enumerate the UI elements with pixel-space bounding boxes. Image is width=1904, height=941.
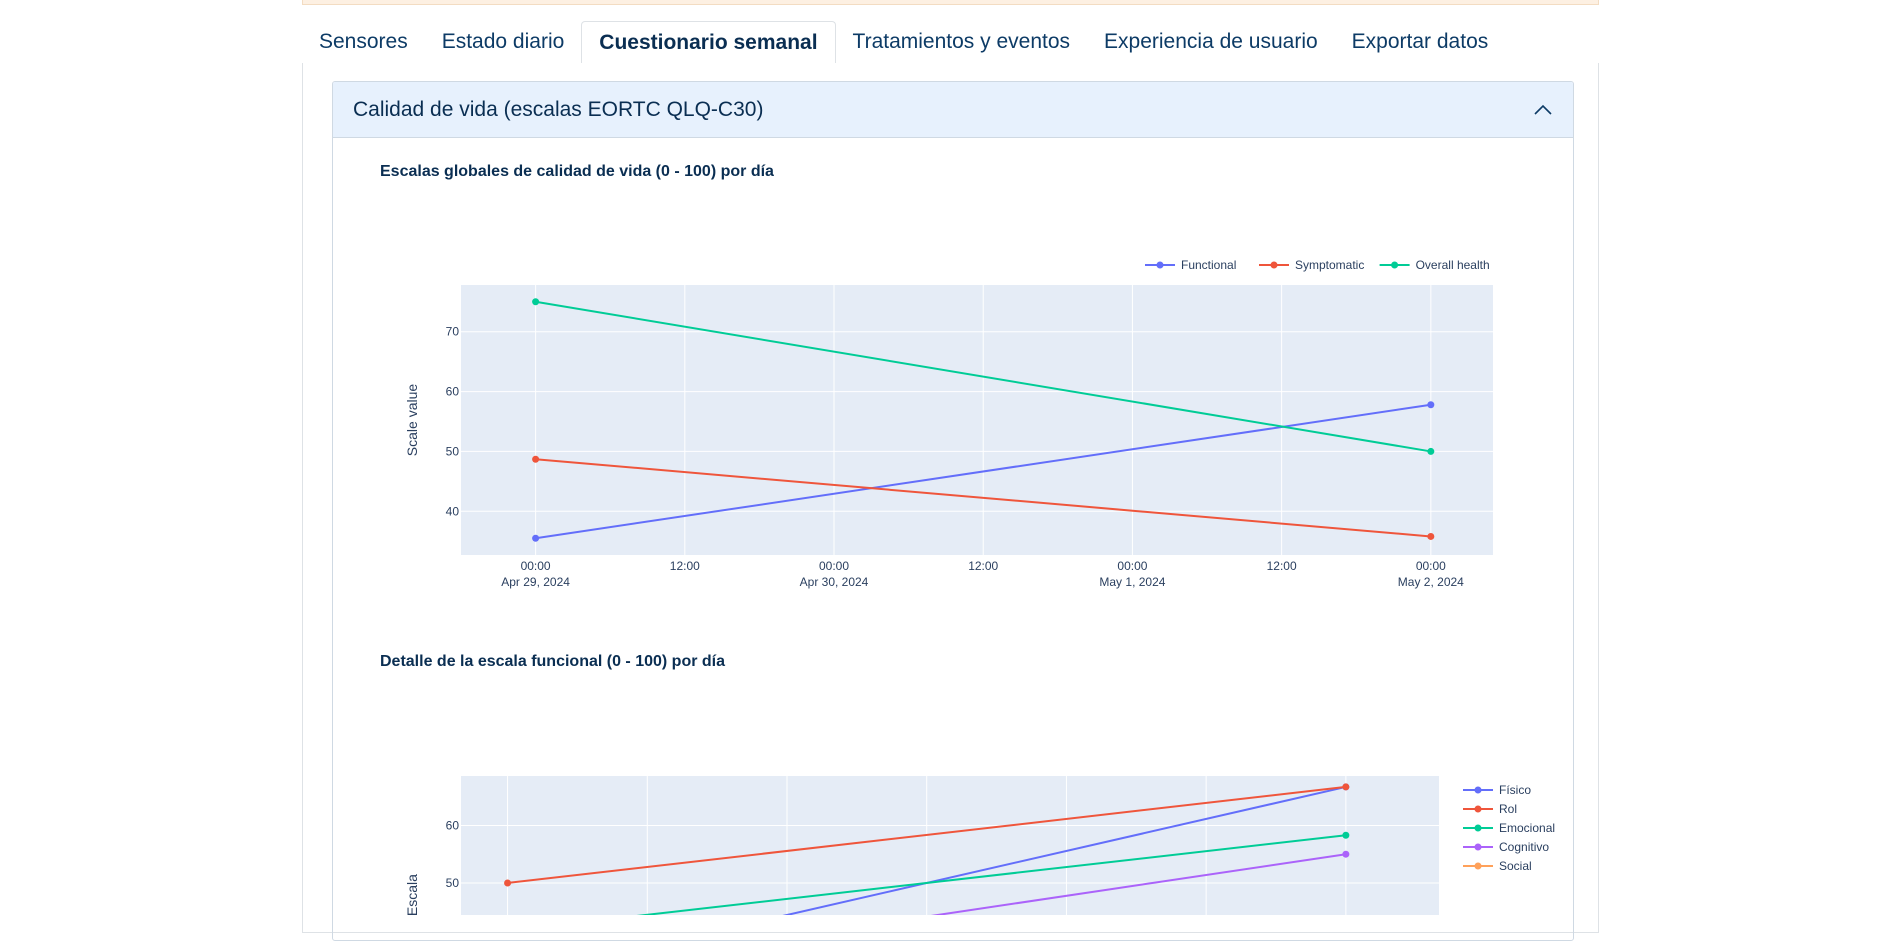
legend-swatch-marker <box>1156 261 1164 269</box>
x-tick-date-label: Apr 29, 2024 <box>501 575 570 589</box>
y-tick-label: 70 <box>446 325 460 339</box>
tab-estado-diario[interactable]: Estado diario <box>441 30 565 53</box>
x-tick-label: 12:00 <box>1267 559 1297 573</box>
tab-cuestionario-semanal[interactable]: Cuestionario semanal <box>581 21 836 64</box>
data-point <box>1427 447 1435 455</box>
x-tick-date-label: May 1, 2024 <box>1099 575 1165 589</box>
x-tick-label: 12:00 <box>968 559 998 573</box>
data-point <box>1427 532 1435 540</box>
y-tick-label: 60 <box>446 385 460 399</box>
chart-2-title: Detalle de la escala funcional (0 - 100)… <box>380 653 726 670</box>
quality-of-life-accordion: Calidad de vida (escalas EORTC QLQ-C30) <box>332 81 1574 941</box>
series-line-overall-health <box>535 300 1431 453</box>
global-scales-chart: 40 50 60 70 00:00 Apr 29, 2024 12:00 00:00 Apr 3… <box>404 258 1493 589</box>
x-tick-label: 00:00 <box>521 559 551 573</box>
data-point <box>532 534 540 542</box>
data-point <box>1427 401 1435 409</box>
legend-swatch-marker <box>1270 261 1278 269</box>
x-tick-date-label: May 2, 2024 <box>1398 575 1464 589</box>
y-axis-label: Scale value <box>404 384 420 457</box>
x-tick-date-label: Apr 30, 2024 <box>800 575 869 589</box>
accordion-title: Calidad de vida (escalas EORTC QLQ-C30) <box>353 97 764 121</box>
legend-swatch-marker <box>1391 261 1399 269</box>
series-line-symptomatic <box>535 458 1431 538</box>
series-group <box>532 298 1435 542</box>
plot-area <box>461 285 1493 555</box>
y-tick-label: 50 <box>446 444 460 458</box>
tab-sensores[interactable]: Sensores <box>319 30 408 53</box>
chevron-up-icon[interactable] <box>1533 100 1553 120</box>
data-point <box>532 298 540 306</box>
tab-tratamientos-y-eventos[interactable]: Tratamientos y eventos <box>852 30 1071 53</box>
legend-item-label: Symptomatic <box>1295 258 1364 272</box>
y-tick-label: 40 <box>446 504 460 518</box>
chart-1-title: Escalas globales de calidad de vida (0 -… <box>380 163 774 180</box>
tab-exportar-datos[interactable]: Exportar datos <box>1351 30 1489 53</box>
data-point <box>532 455 540 463</box>
x-tick-label: 12:00 <box>670 559 700 573</box>
tab-bar: Sensores Estado diario Cuestionario semana… <box>302 21 1599 64</box>
alert-banner-edge <box>302 0 1599 5</box>
legend-item-label: Overall health <box>1416 258 1490 272</box>
x-tick-label: 00:00 <box>1416 559 1446 573</box>
tab-experiencia-de-usuario[interactable]: Experiencia de usuario <box>1104 30 1318 53</box>
x-tick-label: 00:00 <box>1117 559 1147 573</box>
x-tick-label: 00:00 <box>819 559 849 573</box>
legend-item-label: Functional <box>1181 258 1236 272</box>
accordion-header[interactable]: Calidad de vida (escalas EORTC QLQ-C30) <box>333 82 1573 138</box>
